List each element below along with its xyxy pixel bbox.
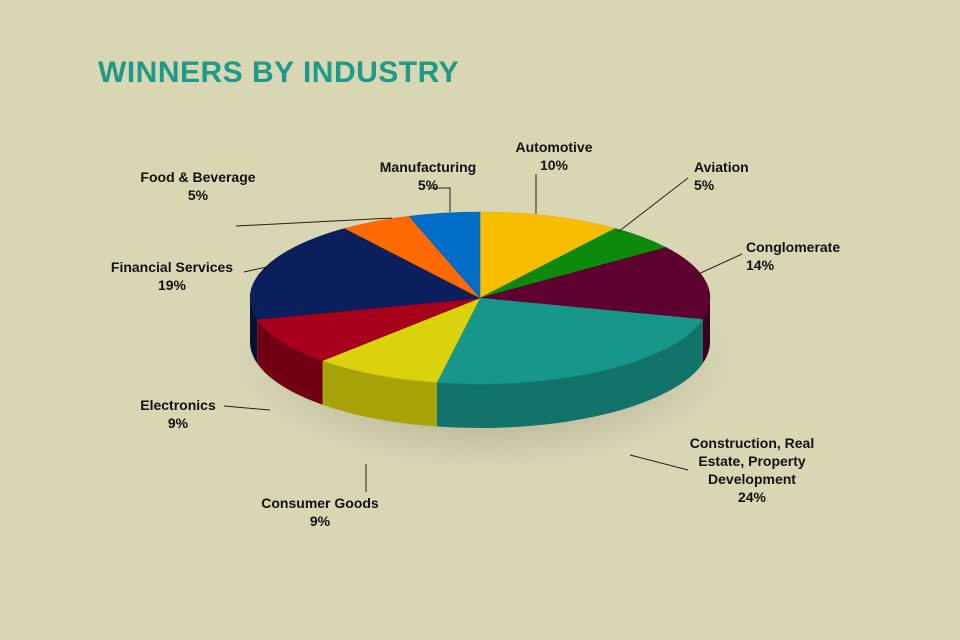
chart-title: WINNERS BY INDUSTRY — [98, 56, 460, 89]
slice-percent: 10% — [540, 157, 569, 173]
leader-line-3 — [629, 454, 689, 471]
slice-label-0: Automotive 10% — [516, 139, 593, 173]
slice-label-7: Food & Beverage 5% — [140, 169, 255, 203]
slice-5 — [256, 297, 481, 361]
leader-line-1 — [617, 177, 689, 233]
slice-label-3: Construction, Real Estate, Property Develo… — [690, 435, 814, 505]
pie-sides — [250, 298, 710, 428]
leader-line-6 — [243, 263, 281, 273]
slice-label-8: Manufacturing 5% — [380, 159, 476, 193]
leader-line-5 — [223, 405, 271, 411]
slice-label-text: Estate, Property — [698, 453, 806, 469]
slice-label-text: Construction, Real — [690, 435, 814, 451]
slice-percent: 9% — [168, 415, 189, 431]
leader-lines — [223, 174, 743, 492]
slice-label-text: Aviation — [694, 159, 749, 175]
slice-labels: Automotive 10% Aviation 5%Conglomerate 14%Co… — [111, 139, 840, 529]
slice-label-text: Electronics — [140, 397, 216, 413]
slice-label-1: Aviation 5% — [694, 159, 749, 193]
slice-percent: 5% — [418, 177, 439, 193]
slice-percent: 14% — [746, 257, 775, 273]
slice-side-5 — [257, 319, 323, 405]
slice-3 — [436, 297, 704, 385]
slice-8 — [408, 211, 481, 299]
slice-percent: 24% — [738, 489, 767, 505]
slice-label-6: Financial Services 19% — [111, 259, 233, 293]
slice-label-text: Financial Services — [111, 259, 233, 275]
slice-label-2: Conglomerate 14% — [746, 239, 840, 273]
leader-line-2 — [693, 253, 743, 277]
slice-label-4: Consumer Goods 9% — [261, 495, 379, 529]
slice-percent: 5% — [188, 187, 209, 203]
slice-percent: 19% — [158, 277, 187, 293]
slice-percent: 9% — [310, 513, 331, 529]
slice-label-text: Development — [708, 471, 796, 487]
slice-4 — [321, 297, 481, 383]
slice-6 — [249, 228, 481, 320]
slice-side-4 — [322, 360, 437, 427]
slice-label-text: Manufacturing — [380, 159, 476, 175]
slice-side-3 — [436, 319, 703, 428]
slice-label-text: Conglomerate — [746, 239, 840, 255]
pie-top — [249, 211, 711, 385]
slice-label-5: Electronics 9% — [140, 397, 216, 431]
slice-label-text: Automotive — [516, 139, 593, 155]
slice-side-6 — [250, 298, 258, 364]
slice-0 — [479, 211, 616, 299]
slice-label-text: Consumer Goods — [261, 495, 379, 511]
leader-line-8 — [428, 187, 451, 212]
slice-percent: 5% — [694, 177, 715, 193]
slice-side-2 — [702, 298, 710, 364]
leader-line-7 — [235, 217, 393, 227]
slice-label-text: Food & Beverage — [140, 169, 255, 185]
slice-2 — [479, 247, 711, 320]
